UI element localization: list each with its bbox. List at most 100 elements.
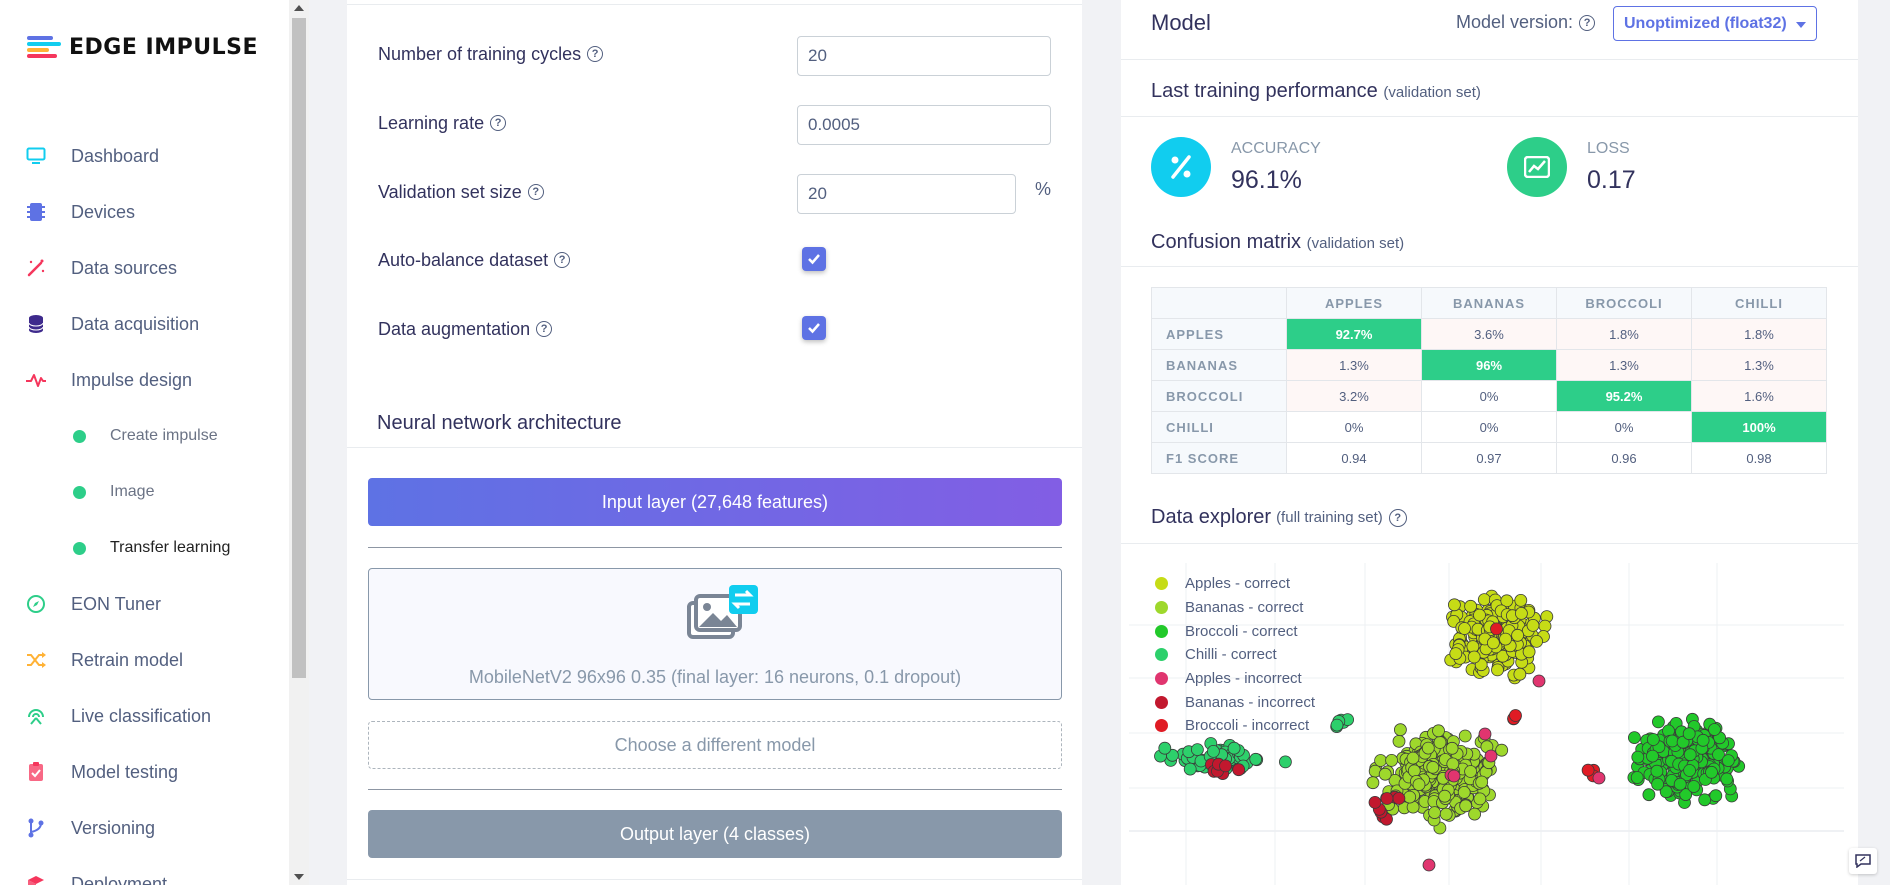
help-icon[interactable]: ?: [536, 321, 553, 337]
matrix-cell: 3.6%: [1421, 318, 1557, 350]
sidebar-item-eon-tuner[interactable]: EON Tuner: [24, 590, 161, 618]
sidebar-item-devices[interactable]: Devices: [24, 198, 135, 226]
validation-size-input[interactable]: [797, 174, 1016, 214]
caret-down-icon: [1796, 22, 1806, 28]
feedback-chat-icon[interactable]: [1849, 848, 1877, 874]
training-cycles-input[interactable]: [797, 36, 1051, 76]
sidebar-scrollbar[interactable]: [289, 0, 309, 885]
legend-item[interactable]: Bananas - correct: [1155, 596, 1315, 620]
sidebar-item-data-sources[interactable]: Data sources: [24, 254, 177, 282]
logo-text: EDGE IMPULSE: [69, 34, 258, 60]
scatter-point: [1191, 743, 1204, 757]
sidebar-item-dashboard[interactable]: Dashboard: [24, 142, 159, 170]
scatter-point: [1477, 593, 1491, 606]
scatter-point: [1393, 723, 1407, 737]
scatter-point: [1421, 741, 1435, 755]
scatter-point: [1513, 667, 1527, 681]
learning-rate-input[interactable]: [797, 105, 1051, 145]
output-layer-block[interactable]: Output layer (4 classes): [368, 810, 1062, 858]
divider: [347, 879, 1082, 880]
sidebar-subitem-image[interactable]: Image: [73, 479, 154, 505]
scatter-point: [1491, 663, 1504, 677]
help-icon[interactable]: ?: [1579, 14, 1596, 31]
scroll-down-arrow-icon[interactable]: [294, 874, 304, 880]
choose-different-model-button[interactable]: Choose a different model: [368, 721, 1062, 769]
scatter-point: [1581, 763, 1595, 777]
legend-item[interactable]: Broccoli - correct: [1155, 619, 1315, 643]
scrollbar-thumb[interactable]: [292, 18, 306, 678]
help-icon[interactable]: ?: [554, 252, 571, 268]
matrix-cell: 0%: [1556, 411, 1692, 443]
sidebar-item-versioning[interactable]: Versioning: [24, 814, 155, 842]
input-layer-block[interactable]: Input layer (27,648 features): [368, 478, 1062, 526]
scatter-point: [1708, 723, 1721, 736]
scatter-point: [1473, 608, 1486, 622]
help-icon[interactable]: ?: [527, 184, 544, 200]
sidebar-subitem-transfer-learning[interactable]: Transfer learning: [73, 535, 230, 561]
auto-balance-checkbox[interactable]: [802, 247, 826, 271]
help-icon[interactable]: ?: [1388, 508, 1407, 527]
sidebar: EDGE IMPULSE Dashboard Devices Data sour…: [0, 0, 289, 885]
training-cycles-row: Number of training cycles?: [378, 34, 1051, 74]
help-icon[interactable]: ?: [490, 115, 507, 131]
sidebar-item-data-acquisition[interactable]: Data acquisition: [24, 310, 199, 338]
data-explorer-title: Data explorer: [1151, 506, 1272, 528]
scatter-point: [1652, 715, 1665, 729]
sidebar-item-deployment[interactable]: Deployment: [24, 870, 167, 885]
scatter-point: [1467, 650, 1481, 664]
f1-score-cell: 0.98: [1691, 442, 1827, 474]
chip-icon: [24, 200, 48, 224]
model-version-select[interactable]: Unoptimized (float32): [1613, 6, 1817, 41]
row-header: BROCCOLI: [1151, 380, 1287, 412]
scatter-point: [1720, 772, 1734, 786]
table-corner-cell: [1151, 287, 1287, 319]
auto-balance-label: Auto-balance dataset: [378, 249, 549, 270]
data-augmentation-checkbox[interactable]: [802, 316, 826, 340]
sidebar-subitem-create-impulse[interactable]: Create impulse: [73, 423, 218, 449]
sidebar-item-impulse-design[interactable]: Impulse design: [24, 366, 192, 394]
f1-score-cell: 0.96: [1556, 442, 1692, 474]
scatter-point: [1659, 785, 1673, 799]
loss-value: 0.17: [1587, 166, 1636, 194]
scatter-point: [1592, 771, 1606, 785]
legend-item[interactable]: Bananas - incorrect: [1155, 690, 1315, 714]
scatter-point: [1705, 765, 1718, 779]
scroll-up-arrow-icon[interactable]: [294, 5, 304, 11]
data-explorer-scatter-plot[interactable]: [1129, 563, 1844, 885]
scatter-point: [1459, 799, 1473, 813]
scatter-point: [1687, 780, 1701, 793]
monitor-icon: [24, 144, 48, 168]
sidebar-item-model-testing[interactable]: Model testing: [24, 758, 178, 786]
training-settings-panel: Number of training cycles? Learning rate…: [347, 0, 1082, 885]
confusion-matrix-title: Confusion matrix: [1151, 231, 1302, 253]
scatter-point: [1392, 734, 1406, 748]
table-row: CHILLI 0% 0% 0% 100%: [1151, 411, 1827, 443]
scatter-point: [1447, 598, 1461, 612]
broadcast-icon: [24, 704, 48, 728]
scatter-point: [1432, 724, 1445, 738]
legend-item[interactable]: Chilli - correct: [1155, 643, 1315, 667]
percent-unit: %: [1035, 179, 1052, 199]
model-block[interactable]: MobileNetV2 96x96 0.35 (final layer: 16 …: [368, 568, 1062, 700]
performance-subtitle: (validation set): [1383, 84, 1481, 101]
validation-size-label: Validation set size: [378, 181, 522, 202]
legend-item[interactable]: Apples - incorrect: [1155, 667, 1315, 691]
sidebar-item-live-classification[interactable]: Live classification: [24, 702, 211, 730]
edge-impulse-logo[interactable]: EDGE IMPULSE: [27, 34, 258, 60]
scatter-point: [1385, 753, 1399, 767]
table-row: F1 SCORE 0.94 0.97 0.96 0.98: [1151, 442, 1827, 474]
sidebar-item-retrain-model[interactable]: Retrain model: [24, 646, 183, 674]
legend-swatch: [1155, 624, 1168, 638]
scatter-point: [1439, 807, 1453, 821]
scatter-point: [1500, 594, 1514, 608]
scatter-point: [1412, 778, 1426, 792]
legend-item[interactable]: Apples - correct: [1155, 572, 1315, 596]
git-branch-icon: [24, 816, 48, 840]
legend-item[interactable]: Broccoli - incorrect: [1155, 714, 1315, 738]
status-dot: [73, 429, 86, 443]
scatter-point: [1478, 727, 1492, 741]
legend-swatch: [1155, 648, 1168, 662]
help-icon[interactable]: ?: [587, 46, 604, 62]
scatter-point: [1449, 647, 1463, 660]
scatter-point: [1642, 788, 1656, 802]
